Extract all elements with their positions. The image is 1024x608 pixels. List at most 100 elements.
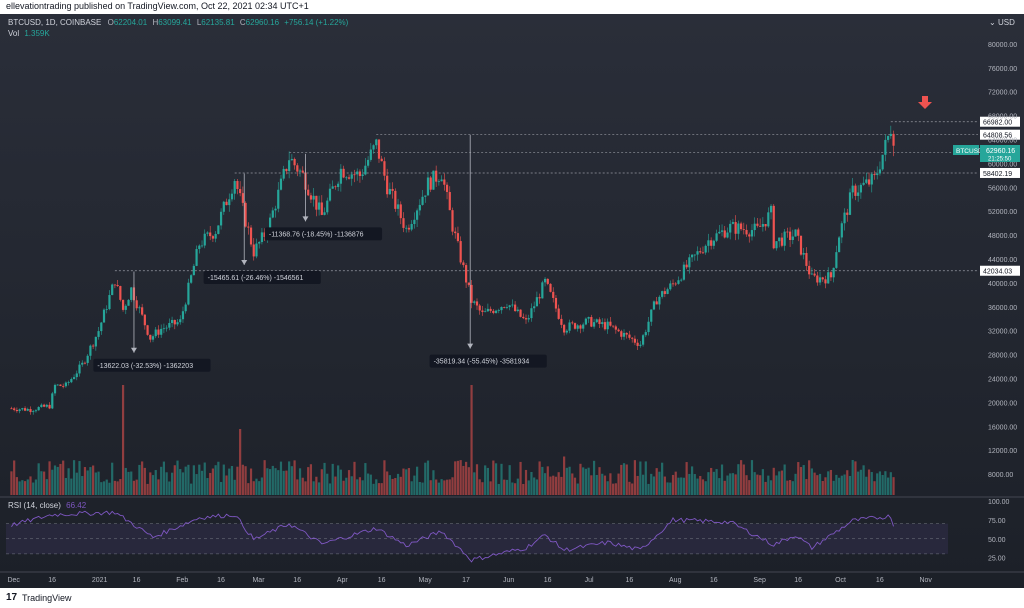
rsi-panel[interactable]: RSI (14, close) 66.42 25.00 50.00 75.00 100… [6,499,1010,563]
volume-bar [203,462,206,495]
volume-bar [67,468,70,495]
candle-body [111,284,114,296]
volume-bar [72,460,76,495]
candle-body [372,145,375,150]
candle-body [162,328,166,330]
candle-body [43,404,46,407]
candle-body [154,329,157,337]
candle-body [268,217,272,236]
volume-bar [342,480,345,495]
candle-body [576,325,579,329]
candle-body [211,236,215,239]
volume-bar [470,385,473,495]
price-axis[interactable]: 8000.00 12000.00 16000.00 20000.00 24000.00 2… [988,42,1017,479]
volume-bar [127,471,130,495]
candle-body [258,242,261,244]
candle-body [767,212,770,227]
volume-bar [97,471,100,495]
candle-body [661,291,664,297]
volume-bar [873,481,876,495]
candle-body [582,324,585,329]
volume-bar [407,468,411,495]
volume-bar [478,479,481,495]
rsi-tick-label: 75.00 [988,518,1006,525]
volume-bar [111,462,114,495]
symbol-name: BTCUSD, 1D, COINBASE [8,18,101,27]
rsi-tick-label: 25.00 [988,556,1006,563]
rsi-tick-label: 50.00 [988,537,1006,544]
price-tick-label: 28000.00 [988,353,1017,360]
volume-bar [682,477,686,495]
candle-body [391,188,394,191]
candle-body [176,322,179,325]
svg-text:RSI (14, close) 66.42: RSI (14, close) 66.42 [8,501,87,510]
candle-body [780,237,784,246]
volume-bar [595,474,598,495]
volume-bar [633,460,637,495]
candle-body [685,264,688,268]
volume-bar [769,480,773,495]
candle-body [726,232,729,238]
time-axis[interactable]: Dec 16 2021 16 Feb 16 Mar 16 Apr 16 May 17 Jun 16 Jul 1… [7,577,932,584]
volume-bar [375,479,378,495]
volume-bar [522,483,525,495]
volume-bar [130,471,133,495]
volume-bar [53,465,57,495]
candle-body [587,316,590,319]
volume-bar [451,477,454,495]
tradingview-logo-icon[interactable]: 17 [6,592,18,603]
candle-body [737,223,740,234]
candle-body [704,245,707,253]
volume-bar [565,467,568,495]
level-tag-label: 58402.19 [983,171,1012,178]
candle-body [366,159,370,166]
volume-bar [151,475,155,495]
volume-bar [816,475,819,495]
volume-bar [492,460,495,495]
volume-bar [788,480,792,495]
candle-body [538,297,541,299]
volume-bar [356,479,359,495]
volume-bar [658,471,661,495]
chart-area[interactable]: BTCUSD, 1D, COINBASE O62204.01 H63099.41… [0,14,1024,588]
candle-body [467,282,470,285]
candle-body [677,280,680,284]
candle-body [639,344,642,346]
candle-body [396,204,400,209]
rsi-tick-label: 100.00 [988,499,1010,506]
volume-bar [279,461,283,495]
candle-body [775,241,778,249]
measure-label-box [429,354,547,368]
candle-body [285,168,288,172]
candle-body [609,321,612,326]
volume-bar [143,467,146,495]
volume-bar [43,471,46,495]
volume-bar [214,465,217,495]
volume-bar [663,476,666,495]
volume-bar [884,471,887,495]
candle-body [252,244,255,257]
currency-caret-icon[interactable]: ⌄ [989,18,996,27]
volume-bar [108,482,111,495]
candle-body [29,409,32,413]
volume-bar [554,476,558,495]
chart-svg[interactable]: BTCUSD, 1D, COINBASE O62204.01 H63099.41… [0,14,1024,588]
volume-bar [445,479,449,495]
candle-body [731,222,735,224]
candle-body [729,223,732,233]
volume-bar [802,465,805,495]
volume-bar [859,469,862,495]
price-tick-label: 8000.00 [988,472,1013,479]
candle-body [778,237,781,242]
volume-bar [552,475,555,495]
volume-bar [519,461,522,495]
volume-bar [742,464,745,495]
volume-bar [157,479,160,495]
volume-bar [887,477,890,495]
candle-body [72,377,76,380]
volume-bar [350,476,353,495]
candle-body [418,204,421,211]
volume-bar [456,460,460,495]
volume-bar [383,460,386,495]
volume-bar [685,462,688,495]
